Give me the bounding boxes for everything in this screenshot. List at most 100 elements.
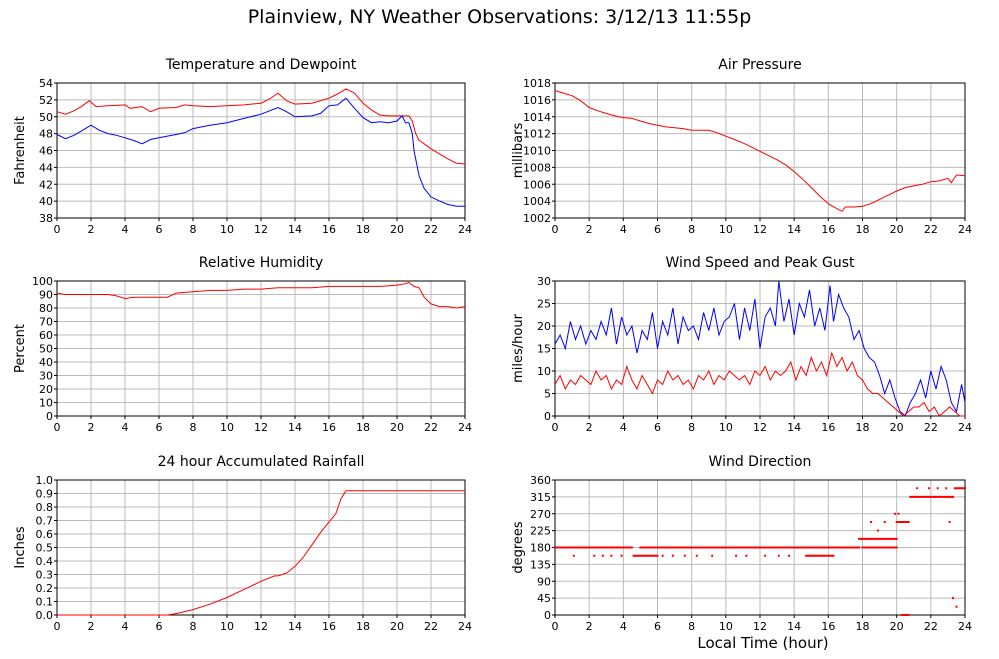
direction-point (875, 537, 878, 540)
direction-point (649, 554, 652, 557)
x-tick-label: 22 (424, 620, 438, 633)
direction-point (728, 546, 731, 549)
series-line-1 (554, 351, 965, 417)
x-tick-label: 20 (890, 421, 904, 434)
y-tick-label: 1002 (523, 212, 551, 225)
y-tick-label: 10 (39, 397, 53, 410)
x-tick-label: 4 (620, 421, 627, 434)
direction-point (876, 537, 879, 540)
direction-point (852, 546, 855, 549)
x-tick-label: 4 (122, 620, 129, 633)
direction-point (832, 554, 835, 557)
direction-point (825, 554, 828, 557)
direction-point (750, 546, 753, 549)
direction-point (632, 554, 635, 557)
direction-point (646, 546, 649, 549)
direction-point (885, 546, 888, 549)
direction-point (870, 546, 873, 549)
direction-point (897, 521, 900, 523)
x-tick-label: 2 (586, 620, 593, 633)
direction-point (719, 546, 722, 549)
y-tick-label: 25 (537, 298, 551, 311)
direction-point (584, 546, 587, 549)
direction-point (624, 546, 627, 549)
direction-point (630, 546, 633, 549)
direction-point (781, 546, 784, 549)
direction-point (863, 537, 866, 540)
direction-point (753, 546, 756, 549)
direction-point (565, 546, 568, 549)
direction-point (841, 546, 843, 549)
direction-point (589, 546, 592, 549)
direction-point (818, 554, 821, 557)
x-tick-label: 16 (322, 421, 336, 434)
direction-point (878, 546, 881, 549)
direction-point (820, 554, 823, 557)
direction-point (919, 495, 922, 498)
direction-point (642, 546, 645, 549)
direction-point (625, 546, 628, 549)
direction-point (851, 546, 854, 549)
y-tick-label: 0 (544, 410, 551, 423)
direction-point (839, 546, 842, 549)
direction-point (765, 546, 768, 549)
x-tick-label: 24 (458, 620, 472, 633)
direction-point (866, 546, 869, 549)
direction-point (955, 605, 958, 608)
direction-point (902, 521, 905, 523)
chart-title: Temperature and Dewpoint (165, 57, 357, 73)
y-tick-label: 135 (530, 558, 551, 571)
direction-point (941, 495, 944, 498)
direction-point (759, 546, 761, 549)
direction-point (917, 495, 920, 498)
direction-point (653, 546, 656, 549)
direction-point (957, 487, 960, 490)
direction-point (936, 487, 939, 490)
direction-point (697, 546, 700, 549)
direction-point (899, 521, 902, 523)
direction-point (721, 546, 724, 549)
direction-point (870, 537, 873, 540)
direction-point (711, 554, 714, 557)
direction-point (871, 537, 874, 540)
x-tick-label: 18 (856, 421, 870, 434)
direction-point (706, 546, 709, 549)
y-tick-label: 1010 (523, 145, 551, 158)
direction-point (769, 546, 772, 549)
direction-point (864, 537, 867, 540)
x-tick-label: 18 (356, 421, 370, 434)
direction-point (613, 546, 616, 549)
direction-point (682, 546, 685, 549)
direction-point (695, 546, 698, 549)
direction-point (731, 546, 734, 549)
direction-point (642, 554, 645, 557)
y-axis-label: degrees (511, 521, 526, 574)
direction-point (962, 487, 965, 490)
direction-point (774, 546, 777, 549)
direction-point (791, 546, 794, 549)
x-tick-label: 24 (958, 223, 972, 236)
x-tick-label: 8 (688, 223, 695, 236)
x-tick-label: 6 (156, 223, 163, 236)
direction-point (861, 537, 864, 540)
x-tick-label: 18 (856, 223, 870, 236)
y-tick-label: 225 (530, 525, 551, 538)
y-tick-label: 0.2 (36, 582, 54, 595)
direction-point (909, 495, 912, 498)
y-tick-label: 52 (39, 94, 53, 107)
y-tick-label: 0.7 (36, 515, 54, 528)
x-tick-label: 2 (88, 620, 95, 633)
x-tick-label: 2 (586, 421, 593, 434)
x-tick-label: 6 (654, 620, 661, 633)
direction-point (873, 537, 876, 540)
direction-point (617, 546, 620, 549)
y-tick-label: 0.1 (36, 596, 54, 609)
x-tick-label: 8 (190, 223, 197, 236)
direction-point (714, 546, 717, 549)
direction-point (830, 554, 833, 557)
direction-point (560, 546, 563, 549)
y-tick-label: 50 (39, 111, 53, 124)
y-tick-label: 0.6 (36, 528, 54, 541)
direction-point (690, 546, 693, 549)
